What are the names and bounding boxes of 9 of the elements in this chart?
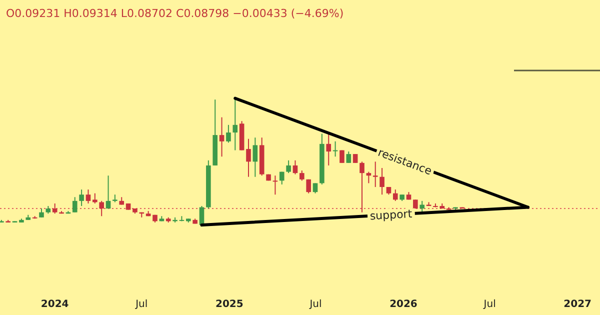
x-tick-label: 2024 (40, 299, 69, 310)
x-tick-label: Jul (308, 299, 322, 310)
x-tick-label: 2027 (564, 299, 592, 310)
x-tick-label: Jul (482, 299, 496, 310)
series-label: support (370, 207, 414, 223)
x-tick-label: Jul (134, 299, 148, 310)
x-tick-label: 2026 (390, 299, 418, 310)
x-tick-label: 2025 (215, 299, 244, 310)
text: O0.09231 H0.09314 L0.08702 C0.08798 −0.00433 (−4.69%) (6, 7, 344, 20)
